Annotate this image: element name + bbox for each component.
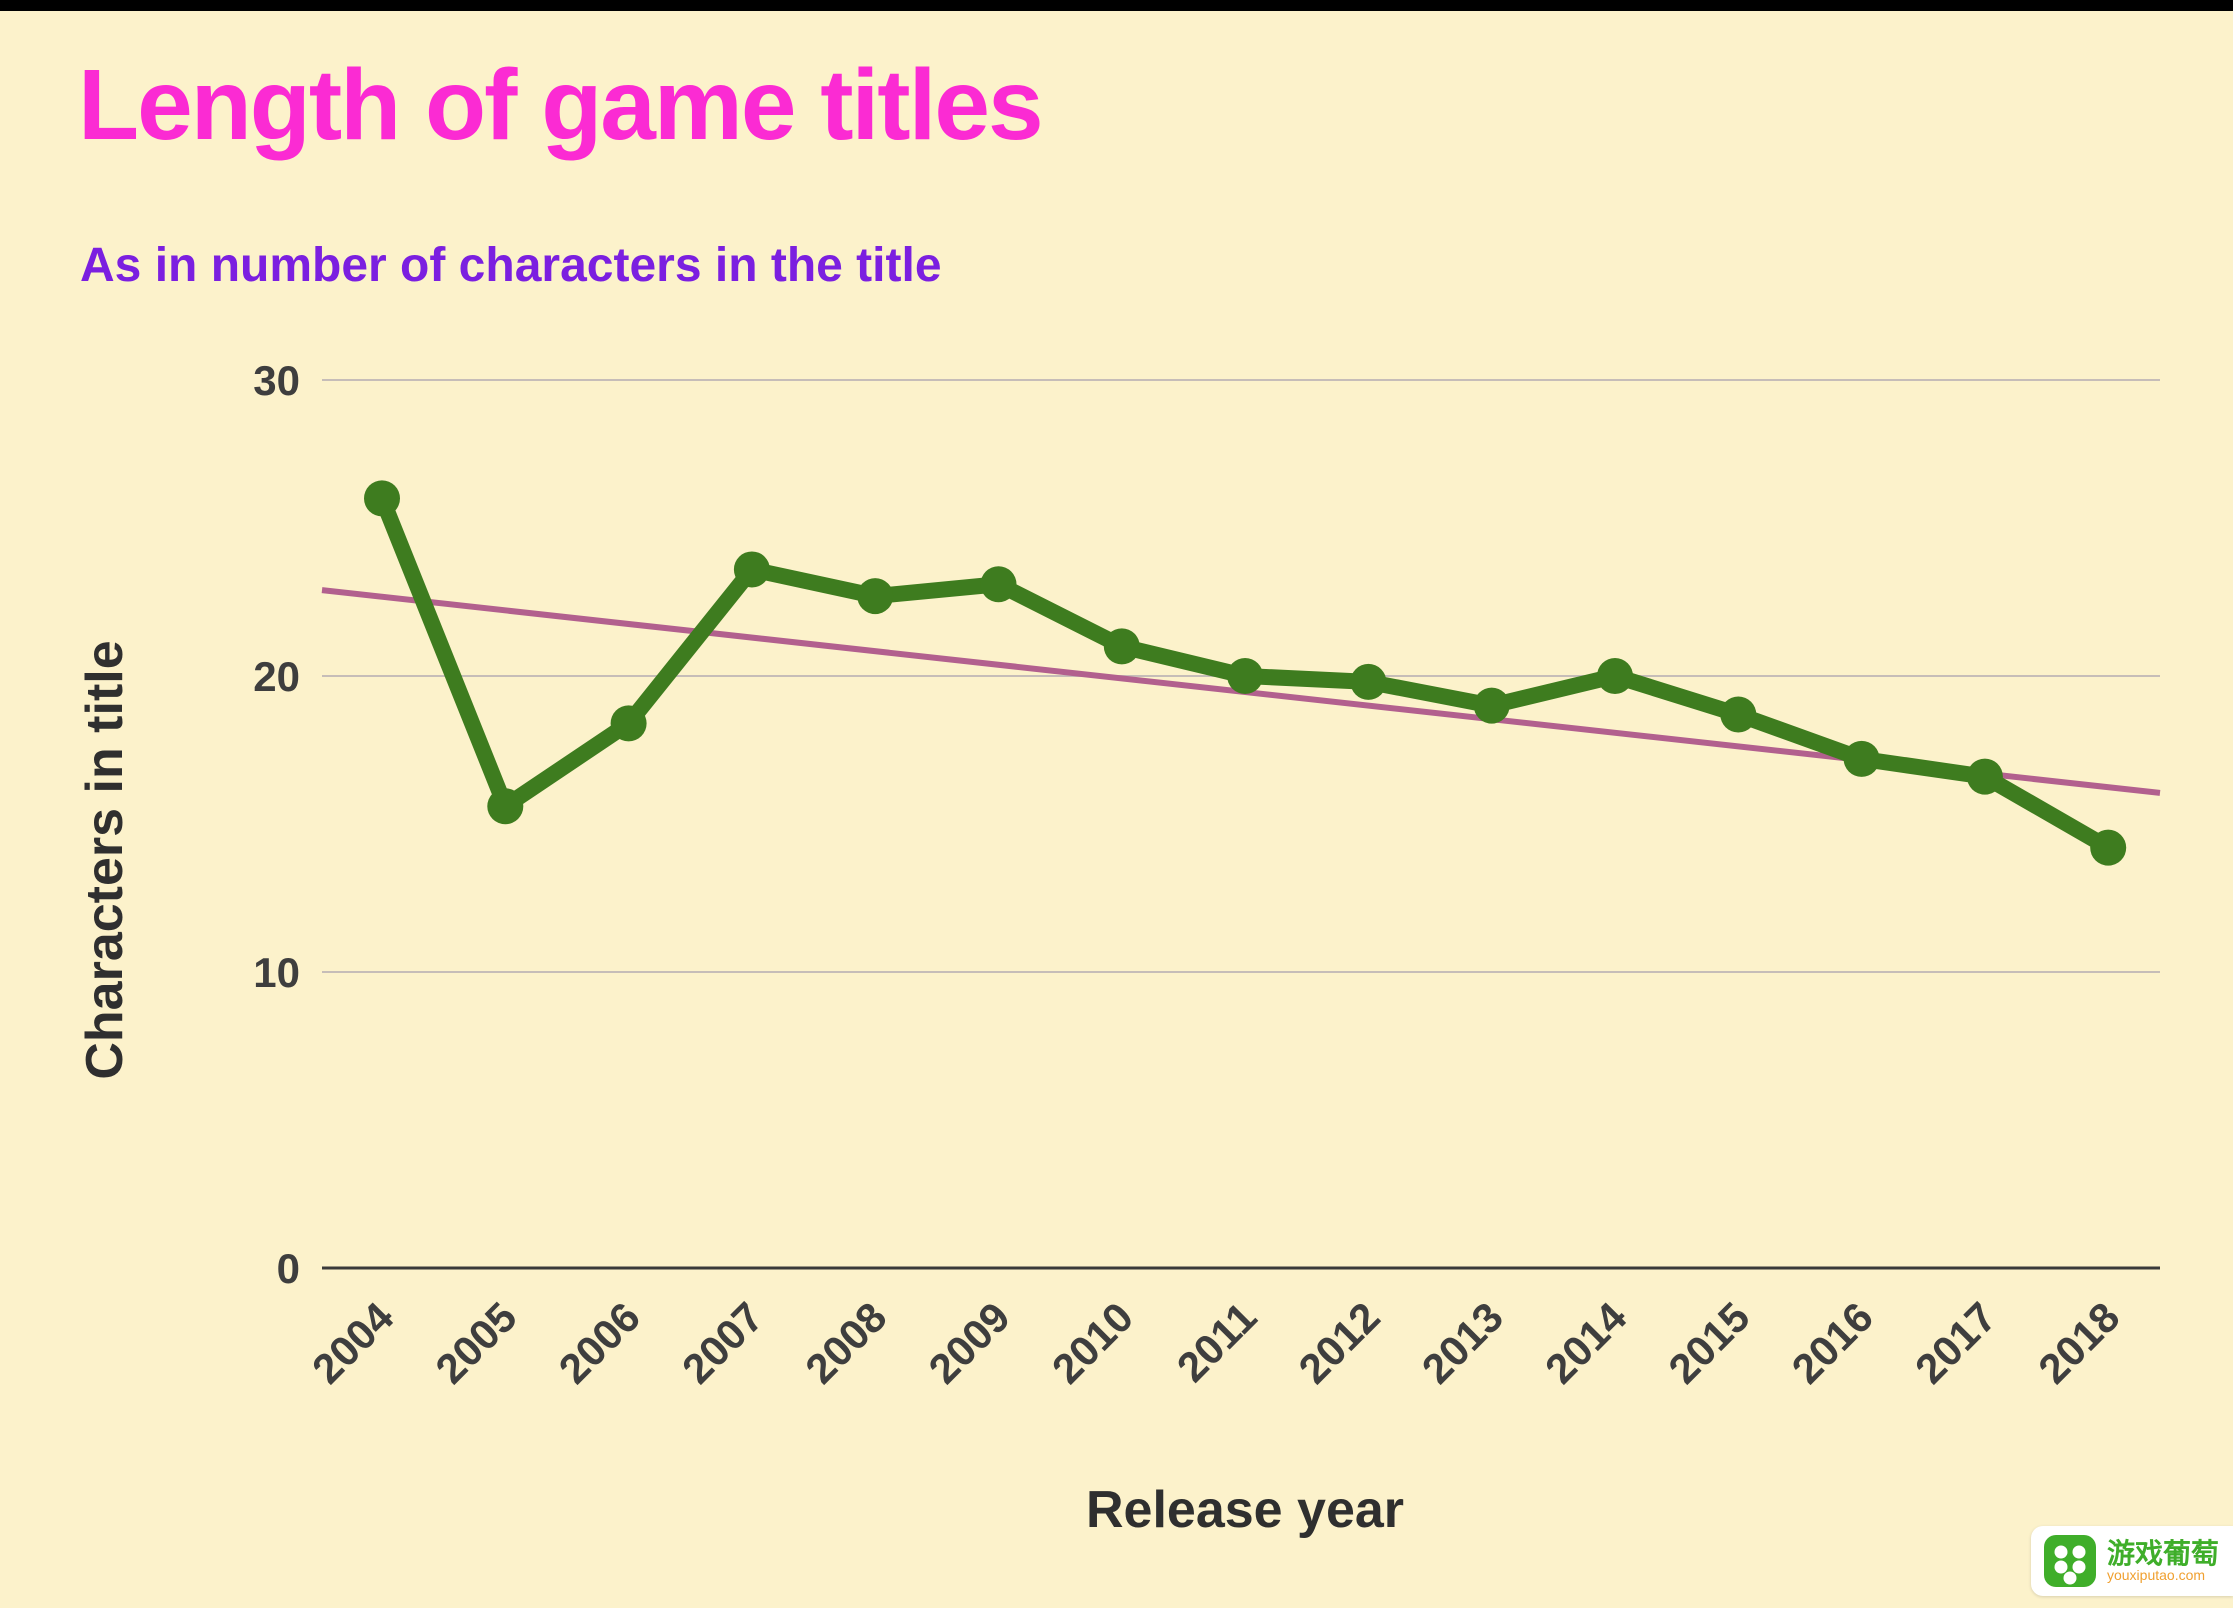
x-tick-label: 2007 <box>673 1293 772 1392</box>
watermark-url: youxiputao.com <box>2106 1567 2206 1584</box>
data-point <box>364 480 400 517</box>
data-point <box>1966 758 2003 795</box>
x-tick-label: 2008 <box>796 1293 895 1392</box>
x-tick-label: 2011 <box>1168 1293 1266 1391</box>
data-point <box>1350 663 1387 700</box>
y-tick-label: 30 <box>253 357 300 404</box>
data-point <box>1720 696 1757 733</box>
data-point <box>487 788 524 825</box>
x-tick-label: 2005 <box>426 1293 525 1392</box>
data-point <box>1843 740 1880 777</box>
grapes-icon <box>2043 1535 2096 1587</box>
watermark-name: 游戏葡萄 <box>2106 1537 2219 1569</box>
x-tick-label: 2014 <box>1536 1293 1636 1393</box>
x-tick-label: 2013 <box>1413 1293 1512 1392</box>
x-tick-label: 2004 <box>303 1293 403 1393</box>
x-tick-label: 2009 <box>920 1293 1019 1392</box>
y-tick-label: 10 <box>253 949 300 996</box>
data-point <box>1473 687 1510 724</box>
y-tick-label: 0 <box>277 1245 300 1292</box>
x-tick-label: 2010 <box>1043 1293 1142 1392</box>
y-axis-label: Characters in title <box>76 640 134 1080</box>
data-point <box>1103 628 1140 665</box>
data-point <box>1227 658 1264 694</box>
data-point <box>980 566 1017 603</box>
watermark: 游戏葡萄 youxiputao.com <box>2030 1526 2233 1596</box>
x-tick-label: 2016 <box>1783 1293 1882 1392</box>
data-point <box>733 551 770 588</box>
x-tick-label: 2012 <box>1289 1293 1388 1392</box>
x-axis-label: Release year <box>1085 1481 1405 1539</box>
chart-subtitle: As in number of characters in the title <box>80 239 942 292</box>
data-point <box>2090 829 2127 866</box>
data-point <box>610 705 647 742</box>
y-tick-label: 20 <box>253 653 300 700</box>
x-tick-label: 2006 <box>550 1293 649 1392</box>
x-tick-label: 2017 <box>1906 1293 2005 1392</box>
chart-title: Length of game titles <box>78 49 1044 161</box>
watermark-text: 游戏葡萄 youxiputao.com <box>2107 1539 2219 1583</box>
x-tick-label: 2015 <box>1659 1293 1758 1392</box>
x-tick-label: 2018 <box>2029 1293 2128 1392</box>
data-point <box>857 578 894 615</box>
top-black-bar <box>0 0 2233 11</box>
data-point <box>1597 658 1633 694</box>
